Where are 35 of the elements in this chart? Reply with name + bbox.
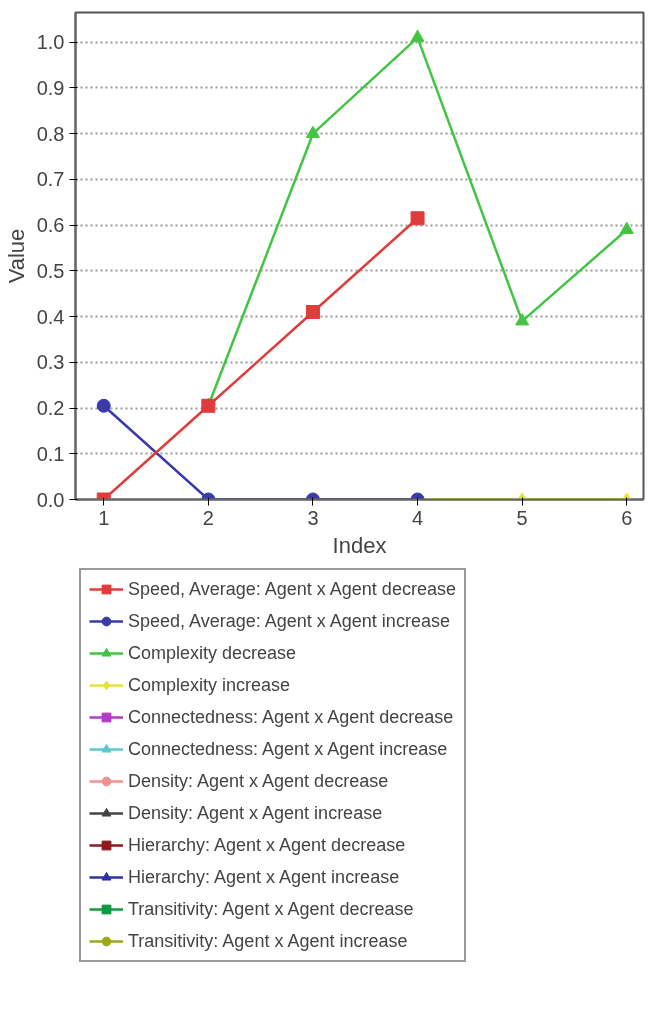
- legend-label: Complexity increase: [128, 674, 291, 696]
- legend-label: Connectedness: Agent x Agent increase: [128, 738, 448, 760]
- legend-label: Complexity decrease: [128, 642, 297, 664]
- x-axis-title: Index: [332, 532, 387, 558]
- x-tick-label: 6: [621, 506, 633, 529]
- y-tick-label: 0.6: [36, 214, 65, 237]
- y-tick-label: 0.2: [36, 397, 65, 420]
- point: [305, 125, 320, 138]
- y-tick-label: 0.0: [36, 488, 65, 511]
- y-tick-label: 0.5: [36, 259, 65, 282]
- legend-label: Speed, Average: Agent x Agent decrease: [128, 578, 456, 600]
- y-tick-label: 0.7: [36, 168, 65, 191]
- y-tick-label: 0.1: [36, 442, 65, 465]
- point: [619, 221, 634, 234]
- y-tick-label: 0.3: [36, 351, 65, 374]
- y-axis-title: Value: [3, 228, 29, 284]
- x-tick-label: 5: [516, 506, 528, 529]
- legend-label: Connectedness: Agent x Agent decrease: [128, 706, 454, 728]
- legend-label: Transitivity: Agent x Agent increase: [128, 930, 408, 952]
- x-tick-label: 3: [307, 506, 319, 529]
- legend-label: Transitivity: Agent x Agent decrease: [128, 898, 414, 920]
- point: [515, 313, 530, 326]
- y-tick-label: 0.4: [36, 305, 65, 328]
- legend-label: Speed, Average: Agent x Agent increase: [128, 610, 450, 632]
- legend-label: Density: Agent x Agent decrease: [128, 770, 389, 792]
- point: [410, 29, 425, 42]
- x-tick-label: 2: [202, 506, 214, 529]
- x-tick-label: 1: [98, 506, 110, 529]
- y-tick-label: 0.8: [36, 122, 65, 145]
- legend-label: Hierarchy: Agent x Agent increase: [128, 866, 400, 888]
- legend-label: Density: Agent x Agent increase: [128, 802, 383, 824]
- x-tick-label: 4: [411, 506, 424, 529]
- legend-label: Hierarchy: Agent x Agent decrease: [128, 834, 406, 856]
- y-tick-label: 0.9: [36, 76, 65, 99]
- y-tick-label: 1.0: [36, 31, 65, 54]
